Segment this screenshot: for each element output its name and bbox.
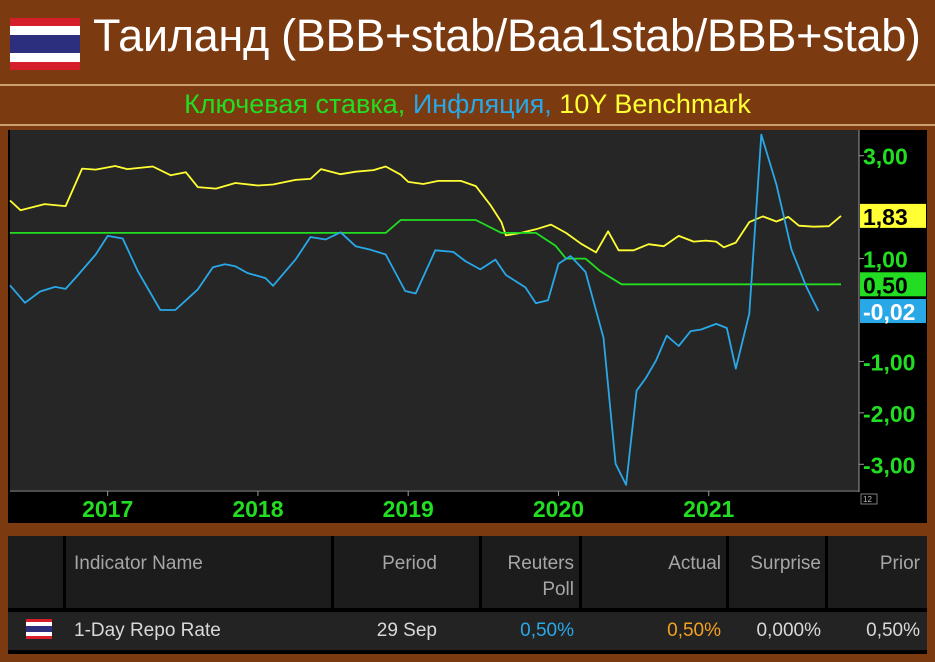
header-cell — [66, 536, 331, 608]
col-header-reuters-poll: Poll — [542, 579, 574, 600]
col-header-period[interactable]: Period — [382, 553, 437, 574]
chart-subtitle: Ключевая ставка, Инфляция, 10Y Benchmark — [0, 89, 935, 120]
chart-panel: 3,00 1,00 -1,00 -2,00 -3,00 2017 2018 2019 2020 2… — [8, 130, 927, 523]
divider — [0, 124, 935, 126]
subtitle-benchmark: 10Y Benchmark — [559, 89, 751, 119]
inflation-last-label-bg — [860, 299, 926, 324]
col-header-actual[interactable]: Actual — [668, 553, 721, 574]
header-cell — [482, 536, 579, 608]
x-tick-label: 2019 — [383, 496, 434, 522]
x-tick-label: 2020 — [533, 496, 584, 522]
y-tick-label: -1,00 — [863, 349, 915, 375]
inflation-last-label: -0,02 — [863, 299, 915, 325]
row-period: 29 Sep — [376, 620, 437, 641]
divider — [0, 84, 935, 86]
header-cell — [334, 536, 479, 608]
row-surprise: 0,000% — [756, 620, 821, 641]
benchmark-last-label: 1,83 — [863, 204, 908, 230]
key-rate-last-label-bg — [860, 272, 926, 297]
row-actual: 0,50% — [667, 620, 721, 641]
header-cell — [8, 536, 63, 608]
header: Таиланд (BBB+stab/Baa1stab/BBB+stab) — [0, 0, 935, 84]
subtitle-key-rate: Ключевая ставка, — [184, 89, 413, 119]
header-cell — [828, 536, 927, 608]
plot-area — [10, 130, 859, 490]
x-tick-label: 2018 — [232, 496, 283, 522]
row-prior: 0,50% — [866, 620, 920, 641]
zoom-tag-label: 12 — [863, 495, 872, 504]
y-tick-label: 1,00 — [863, 247, 908, 273]
x-tick-label: 2017 — [82, 496, 133, 522]
row-indicator-name: 1-Day Repo Rate — [74, 620, 221, 641]
thailand-flag-icon — [10, 18, 80, 70]
col-header-surprise[interactable]: Surprise — [750, 553, 821, 574]
table-row[interactable] — [8, 612, 927, 650]
key-rate-last-label: 0,50 — [863, 272, 908, 298]
col-header-indicator[interactable]: Indicator Name — [74, 553, 203, 574]
y-tick-label: 3,00 — [863, 144, 908, 170]
line-chart: 3,00 1,00 -1,00 -2,00 -3,00 2017 2018 2019 2020 2… — [9, 130, 926, 522]
key-rate-line — [10, 219, 841, 286]
col-header-prior[interactable]: Prior — [879, 553, 920, 574]
indicator-table: Indicator Name Period Reuters Poll Actua… — [8, 536, 927, 654]
benchmark-10y-line — [9, 165, 842, 254]
x-tick-label: 2021 — [683, 496, 734, 522]
benchmark-last-label-bg — [860, 203, 926, 228]
inflation-line — [9, 133, 820, 486]
row-reuters-poll: 0,50% — [520, 620, 574, 641]
zoom-tag-box — [860, 493, 878, 505]
y-tick-label: -2,00 — [863, 401, 915, 427]
header-cell — [582, 536, 726, 608]
subtitle-inflation: Инфляция, — [412, 89, 560, 119]
thailand-flag-icon — [26, 619, 52, 639]
y-tick-label: -3,00 — [863, 452, 915, 478]
header-cell — [729, 536, 825, 608]
col-header-reuters[interactable]: Reuters — [507, 553, 574, 574]
page-title: Таиланд (BBB+stab/Baa1stab/BBB+stab) — [93, 10, 921, 61]
